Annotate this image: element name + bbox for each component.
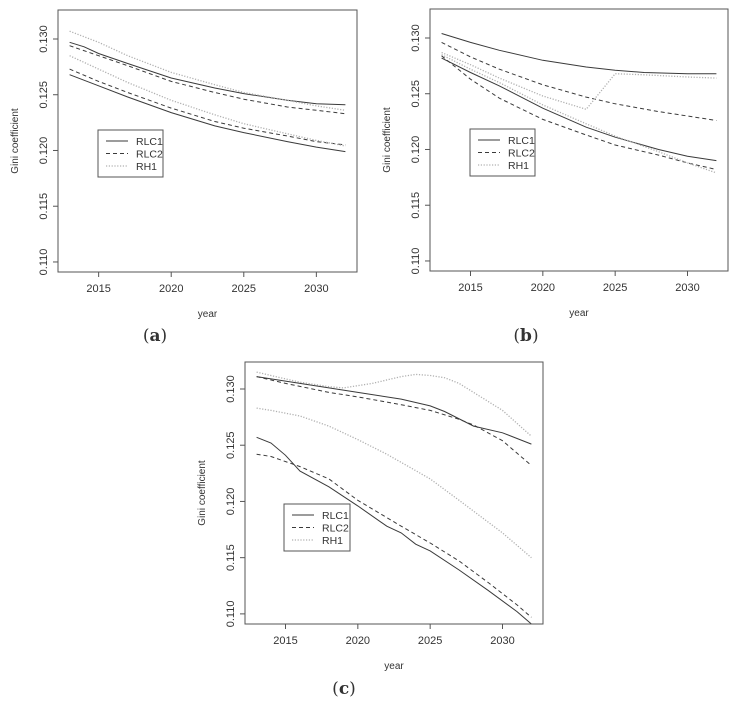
- legend-label: RLC2: [508, 148, 535, 160]
- x-tick-label: 2030: [304, 283, 328, 295]
- panel-label: (b): [513, 326, 538, 346]
- series-line-rlc2-lower: [441, 55, 717, 170]
- legend-label: RH1: [322, 535, 343, 547]
- panel-label: (a): [143, 326, 167, 346]
- y-axis-label: Gini coefficient: [197, 460, 208, 526]
- x-tick-label: 2025: [418, 635, 442, 647]
- series-group: [69, 30, 346, 153]
- chart-panel-c: 2015 2020 2025 2030 0.110 0.115 0.120 0.125 0.13…: [197, 361, 544, 699]
- y-tick-label: 0.130: [38, 25, 50, 53]
- series-line-rh1-upper: [441, 51, 717, 111]
- y-tick-label: 0.110: [225, 601, 237, 628]
- legend-label: RLC1: [508, 135, 535, 147]
- x-tick-label: 2025: [232, 283, 256, 295]
- x-axis-label: year: [198, 309, 218, 320]
- x-tick-label: 2025: [603, 282, 627, 294]
- series-line-rlc1-lower: [256, 436, 532, 624]
- series-line-rlc2-upper: [441, 41, 717, 121]
- series-line-rh1-upper: [69, 30, 346, 111]
- series-line-rlc2-lower: [69, 68, 346, 146]
- series-line-rlc1-upper: [441, 33, 717, 75]
- y-tick-label: 0.130: [410, 24, 422, 52]
- chart-panel-b: 2015 2020 2025 2030 0.110 0.115 0.120 0.125 0.13…: [382, 8, 729, 346]
- y-tick-label: 0.125: [410, 80, 422, 108]
- y-tick-label: 0.110: [410, 248, 422, 275]
- x-tick-label: 2020: [159, 283, 183, 295]
- x-axis-label: year: [384, 661, 404, 672]
- x-tick-label: 2015: [273, 635, 297, 647]
- series-line-rlc1-lower: [441, 57, 717, 162]
- legend-label: RLC2: [136, 149, 163, 161]
- series-line-rlc1-upper: [69, 41, 346, 106]
- legend-label: RLC1: [322, 510, 349, 522]
- series-line-rlc2-upper: [256, 376, 532, 466]
- plot-frame: [57, 9, 358, 273]
- series-group: [256, 371, 532, 624]
- y-tick-label: 0.125: [38, 81, 50, 109]
- y-tick-label: 0.120: [410, 136, 422, 164]
- x-tick-label: 2030: [675, 282, 699, 294]
- legend-label: RLC1: [136, 136, 163, 148]
- y-tick-label: 0.120: [38, 137, 50, 165]
- legend-label: RLC2: [322, 523, 349, 535]
- plot-frame: [244, 361, 544, 625]
- series-group: [441, 33, 717, 174]
- series-line-rlc1-upper: [256, 376, 532, 445]
- y-tick-label: 0.115: [225, 544, 237, 571]
- y-tick-label: 0.110: [38, 249, 50, 276]
- x-tick-label: 2030: [490, 635, 514, 647]
- y-tick-label: 0.125: [225, 431, 237, 459]
- x-tick-label: 2020: [346, 635, 370, 647]
- y-tick-label: 0.115: [38, 193, 50, 220]
- y-tick-label: 0.130: [225, 375, 237, 403]
- panel-label: (c): [332, 679, 356, 699]
- legend-label: RH1: [508, 160, 529, 172]
- chart-panel-a: 2015 2020 2025 2030 0.110 0.115 0.120 0.125 0.13…: [10, 9, 358, 346]
- plot-frame: [429, 8, 729, 272]
- series-line-rlc1-lower: [69, 74, 346, 153]
- series-line-rlc2-lower: [256, 453, 532, 618]
- series-line-rh1-lower: [69, 55, 346, 147]
- series-line-rh1-lower: [441, 54, 717, 174]
- x-tick-label: 2015: [458, 282, 482, 294]
- y-tick-label: 0.120: [225, 488, 237, 516]
- x-axis-label: year: [569, 308, 589, 319]
- series-line-rh1-lower: [256, 407, 532, 559]
- y-tick-label: 0.115: [410, 192, 422, 219]
- series-line-rlc2-upper: [69, 45, 346, 115]
- y-axis-label: Gini coefficient: [10, 108, 21, 174]
- series-line-rh1-upper: [256, 371, 532, 437]
- x-tick-label: 2020: [531, 282, 555, 294]
- x-tick-label: 2015: [86, 283, 110, 295]
- y-axis-label: Gini coefficient: [382, 107, 393, 173]
- legend-label: RH1: [136, 161, 157, 173]
